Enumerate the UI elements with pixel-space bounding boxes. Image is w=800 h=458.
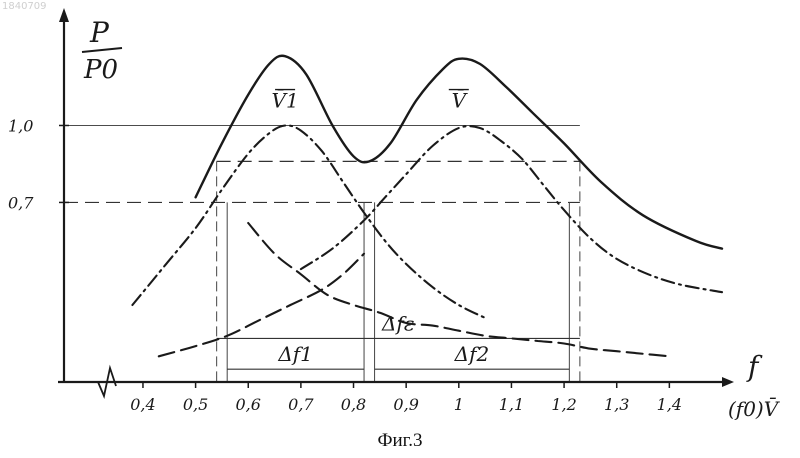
x-tick-label: 0,4 <box>130 395 155 414</box>
y-axis-label-numerator: P <box>89 16 110 49</box>
x-tick-label: 0,7 <box>288 395 314 414</box>
series-curve-2 <box>248 223 669 356</box>
band-label: Δf2 <box>454 342 490 366</box>
band-label: Δf1 <box>277 342 313 366</box>
x-axis-label: f <box>746 350 763 383</box>
figure-caption: Фиг.3 <box>377 430 422 451</box>
x-tick-label: 1,4 <box>657 395 682 414</box>
series-curve-0 <box>132 125 485 317</box>
x-tick-label: 1 <box>454 395 464 414</box>
series-label: V̄ <box>452 88 469 113</box>
y-axis-arrow-icon <box>59 8 69 22</box>
series-curve-3 <box>159 254 364 357</box>
y-axis-label-denominator: P0 <box>83 55 118 85</box>
x-tick-label: 1,1 <box>499 395 524 414</box>
y-tick-label: 1,0 <box>8 116 33 135</box>
series-curve-4 <box>196 56 722 249</box>
x-axis-unit-label: (f0)V̄ <box>728 396 781 421</box>
x-tick-label: 0,6 <box>236 395 261 414</box>
watermark: 1840709 <box>2 1 47 12</box>
x-axis-arrow-icon <box>722 377 734 387</box>
x-tick-label: 0,9 <box>393 395 418 414</box>
x-tick-label: 1,2 <box>551 395 576 414</box>
series-label: V̄1 <box>272 88 299 113</box>
y-tick-label: 0,7 <box>8 193 34 212</box>
x-tick-label: 1,3 <box>604 395 629 414</box>
x-tick-label: 0,5 <box>183 395 208 414</box>
x-tick-label: 0,8 <box>341 395 366 414</box>
